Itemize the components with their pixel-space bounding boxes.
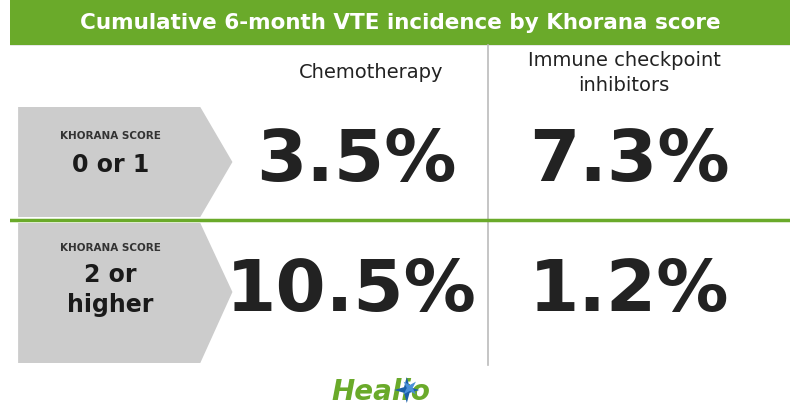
Text: 7.3%: 7.3% bbox=[529, 128, 730, 197]
Text: 2 or
higher: 2 or higher bbox=[67, 263, 154, 317]
Text: Immune checkpoint
inhibitors: Immune checkpoint inhibitors bbox=[528, 51, 721, 95]
Polygon shape bbox=[18, 107, 233, 217]
Text: KHORANA SCORE: KHORANA SCORE bbox=[60, 131, 161, 141]
Polygon shape bbox=[403, 382, 416, 394]
Text: Healio: Healio bbox=[332, 378, 431, 406]
FancyBboxPatch shape bbox=[10, 0, 790, 45]
Text: 10.5%: 10.5% bbox=[226, 257, 477, 326]
Text: 1.2%: 1.2% bbox=[529, 257, 729, 326]
Text: Cumulative 6-month VTE incidence by Khorana score: Cumulative 6-month VTE incidence by Khor… bbox=[80, 13, 720, 33]
Polygon shape bbox=[18, 223, 233, 363]
FancyBboxPatch shape bbox=[10, 45, 790, 105]
Text: Chemotherapy: Chemotherapy bbox=[298, 63, 443, 82]
Text: 0 or 1: 0 or 1 bbox=[72, 153, 150, 177]
Text: 3.5%: 3.5% bbox=[256, 128, 457, 197]
Polygon shape bbox=[394, 377, 419, 403]
Text: KHORANA SCORE: KHORANA SCORE bbox=[60, 243, 161, 253]
